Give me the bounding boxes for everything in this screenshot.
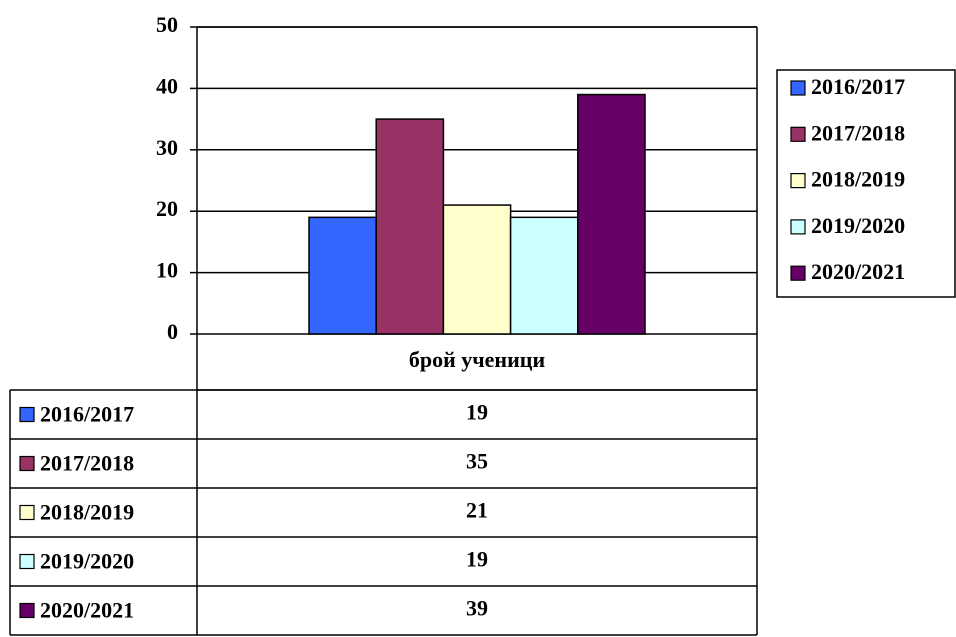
- y-tick-label: 40: [156, 73, 178, 98]
- table-row-label: 2018/2019: [40, 500, 134, 525]
- bar: [308, 216, 377, 335]
- legend-key: [790, 219, 806, 235]
- table-row-label: 2016/2017: [40, 402, 134, 427]
- table-value: 35: [466, 449, 488, 474]
- legend-label: 2016/2017: [811, 74, 905, 99]
- legend-key: [790, 173, 806, 189]
- table-value: 39: [466, 596, 488, 621]
- bar: [442, 204, 512, 335]
- legend-label: 2018/2019: [811, 167, 905, 192]
- bar: [509, 216, 579, 335]
- legend-label: 2017/2018: [811, 120, 905, 145]
- table-legend-key: [19, 602, 35, 619]
- x-tick-label: брой ученици: [409, 347, 546, 372]
- table-value: 19: [466, 547, 488, 572]
- table-legend-key: [19, 553, 35, 570]
- legend-label: 2019/2020: [811, 213, 905, 238]
- y-tick-label: 20: [156, 196, 178, 221]
- y-tick-label: 10: [156, 258, 178, 283]
- table-legend-key: [19, 504, 35, 521]
- table-legend-key: [19, 455, 35, 472]
- y-tick-label: 50: [156, 12, 178, 37]
- y-tick-label: 30: [156, 135, 178, 160]
- table-row-label: 2019/2020: [40, 549, 134, 574]
- table-value: 21: [466, 498, 488, 523]
- table-row-label: 2020/2021: [40, 598, 134, 623]
- bar: [375, 118, 445, 335]
- legend-key: [790, 126, 806, 142]
- legend-label: 2020/2021: [811, 259, 905, 284]
- table-value: 19: [466, 400, 488, 425]
- legend-box: [776, 69, 956, 298]
- table-row-label: 2017/2018: [40, 451, 134, 476]
- legend-key: [790, 80, 806, 96]
- legend-key: [790, 265, 806, 281]
- y-tick-label: 0: [167, 319, 178, 344]
- bar: [577, 93, 646, 335]
- table-legend-key: [19, 406, 35, 423]
